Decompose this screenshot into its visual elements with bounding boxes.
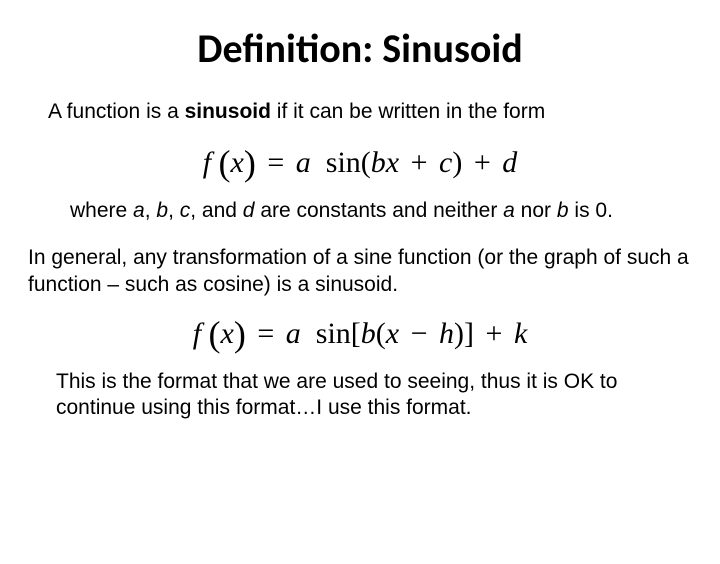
formula-2-wrap: f (x) = a sin[b(x − h)] + k: [0, 313, 720, 355]
intro-pre: A function is a: [48, 100, 185, 123]
f2-x: x: [221, 317, 234, 350]
f1-plus: +: [407, 146, 432, 179]
where-b2: b: [557, 199, 569, 222]
formula-2: f (x) = a sin[b(x − h)] + k: [193, 313, 528, 355]
f2-b: b: [361, 317, 376, 350]
general-line: In general, any transformation of a sine…: [28, 245, 692, 299]
f2-a: a: [286, 317, 301, 350]
where-c1: ,: [145, 199, 157, 222]
f1-xx: x: [386, 146, 399, 179]
where-pre: where: [70, 199, 133, 222]
f1-x: x: [231, 146, 244, 179]
f2-rparen: ): [234, 314, 246, 354]
f2-rp: ): [454, 317, 464, 350]
f1-f: f: [203, 146, 211, 179]
f2-h: h: [439, 317, 454, 350]
where-line: where a, b, c, and d are constants and n…: [70, 198, 696, 225]
formula-1: f (x) = a sin(bx + c) + d: [203, 142, 518, 184]
f2-f: f: [193, 317, 201, 350]
intro-term: sinusoid: [185, 100, 271, 123]
f2-sin: sin: [316, 317, 351, 350]
f1-lparen: (: [219, 143, 231, 183]
slide: Definition: Sinusoid A function is a sin…: [0, 24, 720, 564]
f1-b: b: [371, 146, 386, 179]
f2-rb: ]: [464, 317, 474, 350]
where-a2: a: [503, 199, 515, 222]
intro-line: A function is a sinusoid if it can be wr…: [48, 99, 690, 126]
f2-plus: +: [482, 317, 507, 350]
formula-1-wrap: f (x) = a sin(bx + c) + d: [0, 142, 720, 184]
f1-eq: =: [263, 146, 288, 179]
where-c3: , and: [190, 199, 243, 222]
f2-eq: =: [253, 317, 278, 350]
slide-title: Definition: Sinusoid: [0, 24, 720, 73]
f1-plus2: +: [470, 146, 495, 179]
f2-minus: −: [407, 317, 432, 350]
where-d: d: [243, 199, 255, 222]
f1-d: d: [502, 146, 517, 179]
where-mid: are constants and neither: [254, 199, 503, 222]
f2-k: k: [514, 317, 527, 350]
f2-lparen: (: [209, 314, 221, 354]
f2-xx: x: [386, 317, 399, 350]
format-line: This is the format that we are used to s…: [56, 369, 680, 423]
f1-rparen: ): [244, 143, 256, 183]
f2-space: [308, 317, 316, 350]
where-c2: ,: [168, 199, 180, 222]
where-end: is 0.: [569, 199, 613, 222]
f1-space: [318, 146, 326, 179]
f1-close: ): [452, 146, 462, 179]
f1-c: c: [439, 146, 452, 179]
intro-post: if it can be written in the form: [271, 100, 545, 123]
f2-lp: (: [376, 317, 386, 350]
where-nor: nor: [515, 199, 557, 222]
f1-sin: sin(: [326, 146, 371, 179]
where-c: c: [180, 199, 191, 222]
where-a: a: [133, 199, 145, 222]
f1-a: a: [296, 146, 311, 179]
where-b: b: [156, 199, 168, 222]
f2-lb: [: [351, 317, 361, 350]
